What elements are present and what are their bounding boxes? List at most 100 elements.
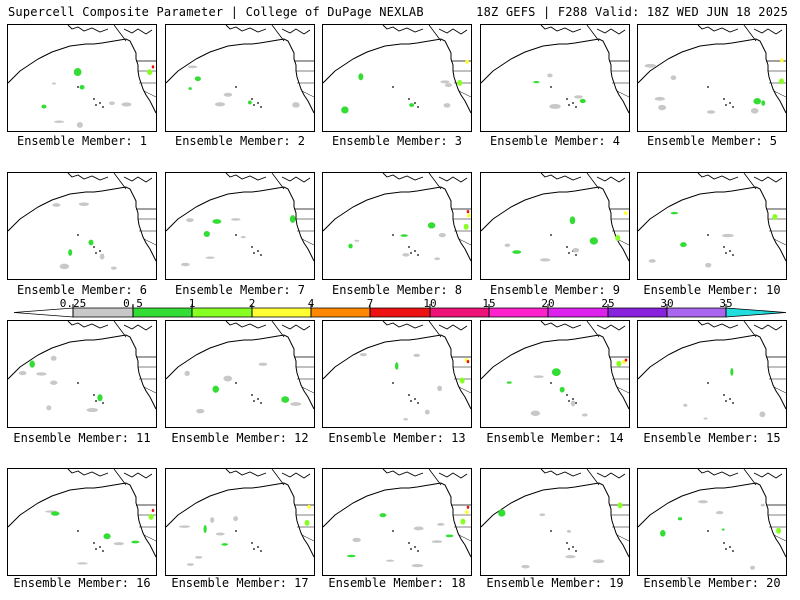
scp-shade-gray: [581, 413, 588, 417]
hawaii-island: [102, 106, 104, 108]
hawaii-island: [575, 106, 577, 108]
hawaii-island: [99, 250, 101, 252]
scp-shade-gray: [215, 532, 225, 536]
hawaii-island: [257, 250, 259, 252]
hawaii-island: [566, 542, 568, 544]
scp-shade-gray: [592, 559, 605, 564]
map-canvas: [166, 321, 314, 414]
coastline: [8, 38, 156, 114]
colorbar-tick-label: 2: [248, 297, 256, 310]
scp-shade-green: [358, 73, 364, 81]
scp-shading: [178, 504, 311, 566]
scp-shade-green: [97, 394, 103, 402]
scp-shading: [41, 65, 155, 128]
scp-shade-green: [589, 237, 598, 245]
scp-shade-lime: [463, 223, 469, 230]
coastline: [166, 482, 314, 558]
arctic-coastline: [382, 25, 468, 35]
colorbar-segment: [369, 307, 431, 318]
state-borders: [768, 218, 786, 246]
map-canvas: [166, 173, 314, 267]
coastline: [323, 334, 471, 410]
ensemble-member-caption: Ensemble Member: 16: [13, 576, 151, 590]
scp-shade-gray: [233, 516, 239, 522]
alaska-border: [271, 321, 285, 338]
hawaii-island: [729, 398, 731, 400]
scp-shade-gray: [205, 256, 215, 259]
scp-shading: [359, 353, 470, 421]
ensemble-member-caption: Ensemble Member: 2: [174, 134, 306, 148]
hawaii-island: [725, 400, 727, 402]
hawaii-island: [95, 104, 97, 106]
scp-shade-green: [394, 362, 399, 370]
ensemble-member-map: [322, 24, 472, 132]
map-canvas: [8, 469, 156, 565]
ensemble-member-map: [637, 468, 787, 576]
scp-shading: [348, 210, 471, 261]
alaska-border: [586, 173, 600, 190]
chart-title: Supercell Composite Parameter | College …: [8, 5, 424, 19]
hawaii-island: [408, 98, 410, 100]
map-canvas: [481, 321, 629, 417]
map-background: [481, 321, 629, 410]
colorbar-tick-label: 0.5: [123, 297, 143, 310]
hawaii-island: [417, 402, 419, 404]
scp-shade-red: [466, 360, 470, 364]
hawaii-island: [253, 252, 255, 254]
scp-shade-green: [409, 103, 415, 107]
scp-shade-green: [347, 554, 356, 558]
colorbar-segment: [725, 307, 787, 318]
coastline: [323, 482, 471, 558]
scp-shade-lime: [778, 78, 784, 85]
hawaii-island: [732, 254, 734, 256]
hawaii-island: [414, 546, 416, 548]
scp-shade-gray: [258, 362, 268, 366]
scp-shade-green: [506, 381, 512, 384]
coastline: [638, 482, 786, 558]
scp-shade-green: [79, 85, 85, 90]
scp-shade-gray: [186, 563, 195, 566]
hawaii-island: [732, 402, 734, 404]
map-canvas: [323, 469, 471, 568]
hawaii-island: [572, 102, 574, 104]
scp-shade-lime: [776, 527, 782, 534]
scp-shade-gray: [565, 555, 576, 559]
scp-shade-gray: [51, 82, 56, 85]
hawaii-island: [93, 98, 95, 100]
hawaii-island: [414, 398, 416, 400]
alaska-border: [113, 25, 127, 42]
hawaii-island: [572, 546, 574, 548]
state-borders: [768, 70, 786, 98]
scp-shade-gray: [352, 537, 361, 543]
scp-shade-gray: [547, 73, 553, 78]
hawaii-island: [707, 530, 709, 532]
scp-shade-lime: [457, 79, 463, 86]
map-background: [638, 469, 786, 558]
hawaii-island: [414, 250, 416, 252]
scp-shade-green: [88, 239, 94, 246]
scp-shade-yellow: [623, 211, 628, 216]
scp-shade-gray: [403, 417, 408, 421]
scp-shade-gray: [574, 95, 583, 99]
scp-shade-lime: [617, 502, 623, 509]
scp-shade-gray: [76, 122, 83, 128]
hawaii-island: [732, 550, 734, 552]
scp-shade-lime: [304, 519, 310, 526]
scp-shade-gray: [214, 102, 226, 107]
scp-shade-green: [203, 230, 210, 237]
arctic-coastline: [382, 321, 468, 331]
ensemble-member-map: [322, 172, 472, 280]
scp-shade-gray: [413, 526, 424, 531]
hawaii-island: [260, 402, 262, 404]
coastline: [481, 482, 629, 558]
color-scale-bar: [13, 304, 787, 318]
hawaii-island: [417, 254, 419, 256]
scp-shade-green: [498, 509, 506, 517]
map-canvas: [481, 25, 629, 114]
hawaii-island: [410, 252, 412, 254]
scp-shading: [648, 211, 778, 268]
scp-shading: [644, 58, 784, 114]
alaska-border: [586, 25, 600, 42]
ensemble-member-caption: Ensemble Member: 15: [643, 431, 781, 445]
hawaii-island: [251, 98, 253, 100]
